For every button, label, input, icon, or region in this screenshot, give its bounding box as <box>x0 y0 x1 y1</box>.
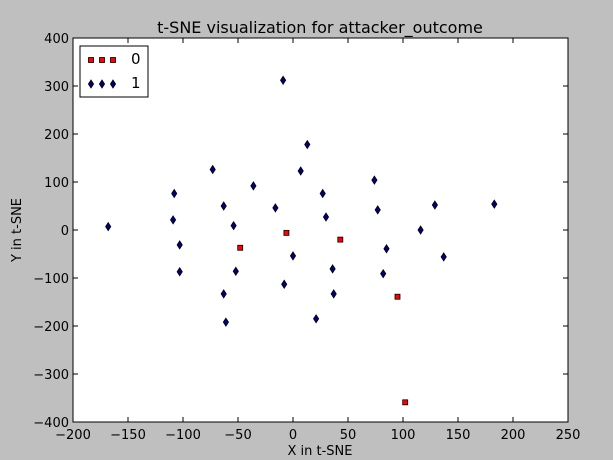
y-tick-label: −400 <box>33 416 69 431</box>
legend-marker-1 <box>109 79 117 89</box>
data-point-class-1 <box>281 279 288 289</box>
data-point-class-1 <box>222 317 229 327</box>
data-point-class-1 <box>491 199 498 209</box>
data-point-class-1 <box>313 314 320 324</box>
data-point-class-1 <box>220 201 227 211</box>
data-point-class-1 <box>383 243 390 254</box>
y-tick-label: −100 <box>33 272 69 287</box>
legend-box <box>79 45 149 98</box>
axis-ticks: −200 −150 −100 −50 0 50 100 150 200 250−400−300−2… <box>33 32 580 443</box>
data-point-class-0 <box>394 293 401 300</box>
data-point-class-1 <box>170 215 177 225</box>
data-point-class-1 <box>371 175 378 185</box>
y-tick-label: 0 <box>61 224 69 239</box>
legend-label-1: 1 <box>131 74 141 92</box>
y-tick-label: 100 <box>44 176 69 191</box>
y-tick-label: −200 <box>33 320 69 335</box>
legend-marker-1 <box>87 79 95 89</box>
data-point-class-1 <box>330 289 337 299</box>
x-axis-label: X in t-SNE <box>288 444 353 459</box>
data-point-class-1 <box>250 181 257 191</box>
legend-markers <box>87 57 117 89</box>
data-point-class-1 <box>272 203 279 213</box>
x-tick-label: 250 <box>556 428 581 443</box>
data-points <box>105 75 498 406</box>
x-tick-label: 0 <box>289 428 297 443</box>
data-point-class-0 <box>402 399 409 406</box>
data-point-class-1 <box>374 205 381 215</box>
legend-marker-0 <box>99 57 105 63</box>
data-point-class-1 <box>176 240 183 250</box>
data-point-class-1 <box>431 200 438 210</box>
legend-marker-0 <box>88 57 94 63</box>
x-tick-label: −150 <box>110 428 146 443</box>
x-tick-label: 150 <box>446 428 471 443</box>
y-tick-label: 300 <box>44 80 69 95</box>
legend-label-0: 0 <box>131 50 141 68</box>
data-point-class-1 <box>380 268 387 279</box>
data-point-class-0 <box>337 236 344 243</box>
y-tick-label: 400 <box>44 32 69 47</box>
y-tick-label: −300 <box>33 368 69 383</box>
data-point-class-1 <box>417 225 424 235</box>
x-tick-label: 100 <box>391 428 416 443</box>
x-tick-label: −50 <box>224 428 251 443</box>
legend: 0 1 <box>79 45 149 98</box>
data-point-class-1 <box>105 221 112 232</box>
chart-title: t-SNE visualization for attacker_outcome <box>157 18 483 38</box>
data-point-class-1 <box>209 164 216 175</box>
data-point-class-1 <box>329 264 336 274</box>
data-point-class-0 <box>283 229 290 236</box>
y-axis-label: Y in t-SNE <box>10 198 25 263</box>
data-point-class-1 <box>280 75 287 85</box>
data-point-class-1 <box>319 188 326 199</box>
data-point-class-1 <box>232 266 239 277</box>
x-tick-label: −100 <box>165 428 201 443</box>
plot-area <box>72 37 569 423</box>
data-point-class-1 <box>289 251 297 261</box>
data-point-class-1 <box>176 267 183 277</box>
data-point-class-1 <box>230 220 237 231</box>
data-point-class-1 <box>297 166 304 176</box>
data-point-class-0 <box>237 244 244 251</box>
legend-marker-1 <box>98 79 106 89</box>
data-point-class-1 <box>322 212 330 222</box>
x-tick-label: 200 <box>501 428 526 443</box>
x-tick-label: −200 <box>55 428 91 443</box>
data-point-class-1 <box>440 252 447 262</box>
x-tick-label: 50 <box>340 428 357 443</box>
data-point-class-1 <box>304 139 311 150</box>
data-point-class-1 <box>220 289 227 299</box>
data-point-class-1 <box>171 188 178 199</box>
y-tick-label: 200 <box>44 128 69 143</box>
legend-marker-0 <box>110 57 116 63</box>
